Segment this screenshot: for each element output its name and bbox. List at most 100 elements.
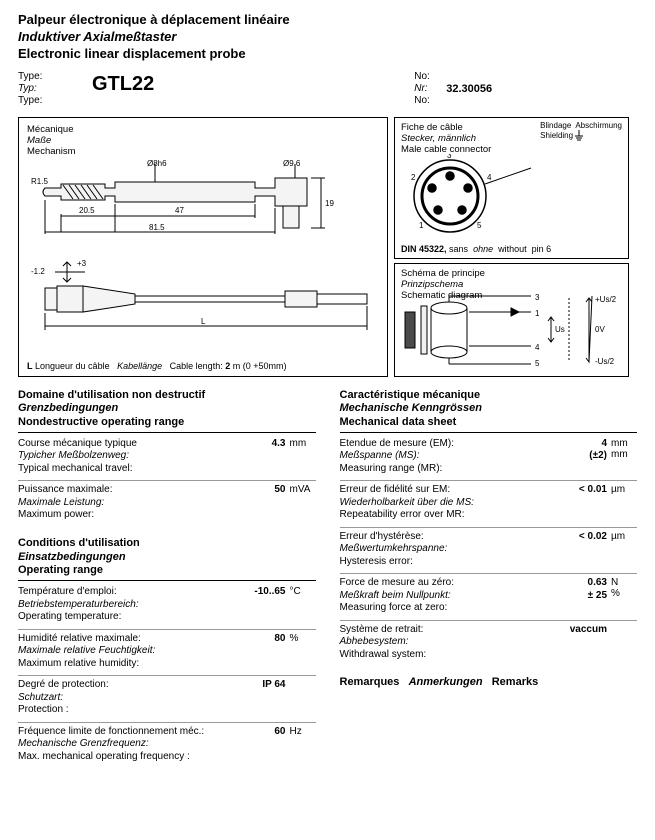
- spec-hyst: Erreur d'hystérèse: Meßwertumkehrspanne:…: [340, 527, 638, 574]
- pin-3: 3: [447, 154, 452, 160]
- specs-row: Domaine d'utilisation non destructif Gre…: [18, 389, 637, 769]
- cable-L: L: [27, 361, 33, 371]
- no-label-en: No:: [414, 95, 444, 107]
- mech-head-en: Mechanism: [27, 146, 379, 157]
- travel-en: Typical mechanical travel:: [18, 463, 242, 476]
- freq-unit: Hz: [286, 726, 316, 737]
- dim-h: 19: [325, 199, 334, 208]
- range-fr: Etendue de mesure (EM):: [340, 438, 590, 451]
- title-de: Induktiver Axialmeßtaster: [18, 29, 637, 46]
- ground-icon: [575, 130, 599, 142]
- shield-de: Abschirmung: [575, 121, 622, 130]
- dim-d2: Ø9.6: [283, 159, 301, 168]
- sec2-de: Einsatzbedingungen: [18, 551, 316, 565]
- shield-labels: Blindage Abschirmung Shielding: [540, 122, 622, 143]
- diagram-row: Mécanique Maße Mechanism: [18, 117, 637, 377]
- dim-b: 47: [175, 206, 184, 215]
- shield-en: Shielding: [540, 132, 573, 141]
- cable-val: 2: [225, 361, 230, 371]
- cable-en-pre: Cable length:: [170, 361, 223, 371]
- travel-unit: mm: [286, 438, 316, 449]
- prot-val: IP 64: [242, 679, 286, 690]
- remarks-de: Anmerkungen: [409, 676, 483, 688]
- mechanical-drawing-box: Mécanique Maße Mechanism: [18, 117, 388, 377]
- hyst-en: Hysteresis error:: [340, 556, 564, 569]
- spec-travel: Course mécanique typique Typicher Meßbol…: [18, 436, 316, 481]
- dim-c: 81.5: [149, 223, 165, 232]
- dim-L: L: [201, 317, 206, 326]
- hyst-de: Meßwertumkehrspanne:: [340, 543, 564, 556]
- humid-val: 80: [242, 633, 286, 644]
- humid-fr: Humidité relative maximale:: [18, 633, 242, 646]
- force-val2: ± 25: [588, 590, 607, 601]
- freq-fr: Fréquence limite de fonctionnement méc.:: [18, 726, 242, 739]
- din-fr: sans: [449, 244, 468, 254]
- sec2-en: Operating range: [18, 564, 316, 578]
- secR-de: Mechanische Kenngrössen: [340, 402, 638, 416]
- freq-en: Max. mechanical operating frequency :: [18, 751, 242, 764]
- travel-de: Typicher Meßbolzenweg:: [18, 450, 242, 463]
- temp-fr: Température d'emploi:: [18, 586, 242, 599]
- hyst-fr: Erreur d'hystérèse:: [340, 531, 564, 544]
- din-label: DIN 45322,: [401, 244, 447, 254]
- range-de: Meßspanne (MS):: [340, 450, 590, 463]
- mech-head-fr: Mécanique: [27, 124, 379, 135]
- power-fr: Puissance maximale:: [18, 484, 242, 497]
- hyst-val: < 0.02: [563, 531, 607, 542]
- range-unit2: mm: [611, 449, 637, 460]
- pin-1: 1: [419, 221, 424, 230]
- sec2-fr: Conditions d'utilisation: [18, 537, 316, 551]
- power-de: Maximale Leistung:: [18, 497, 242, 510]
- travel-val: 4.3: [242, 438, 286, 449]
- specs-left-column: Domaine d'utilisation non destructif Gre…: [18, 389, 316, 769]
- connector-svg: 3 4 5 1 2: [405, 154, 535, 244]
- sch-p5: 5: [535, 359, 540, 368]
- force-fr: Force de mesure au zéro:: [340, 577, 588, 590]
- spec-freq: Fréquence limite de fonctionnement méc.:…: [18, 722, 316, 769]
- dim-a: 20.5: [79, 206, 95, 215]
- dim-tol-lo: -1.2: [31, 267, 45, 276]
- freq-de: Mechanische Grenzfrequenz:: [18, 738, 242, 751]
- force-unit1: N: [611, 577, 637, 588]
- din-en: without: [498, 244, 527, 254]
- sec1-fr: Domaine d'utilisation non destructif: [18, 389, 316, 403]
- specs-right-column: Caractéristique mécanique Mechanische Ke…: [340, 389, 638, 769]
- repeat-fr: Erreur de fidélité sur EM:: [340, 484, 564, 497]
- spec-temp: Température d'emploi: Betriebstemperatur…: [18, 584, 316, 629]
- range-unit1: mm: [611, 438, 637, 449]
- dim-r: R1.5: [31, 177, 48, 186]
- power-en: Maximum power:: [18, 509, 242, 522]
- spec-power: Puissance maximale: Maximale Leistung: M…: [18, 480, 316, 527]
- type-value: GTL22: [92, 73, 154, 107]
- sec-mechdata: Caractéristique mécanique Mechanische Ke…: [340, 389, 638, 433]
- prot-fr: Degré de protection:: [18, 679, 242, 692]
- secR-fr: Caractéristique mécanique: [340, 389, 638, 403]
- range-en: Measuring range (MR):: [340, 463, 590, 476]
- pin-4: 4: [487, 173, 492, 182]
- force-unit2: %: [611, 588, 637, 599]
- remarks-en: Remarks: [492, 676, 538, 688]
- no-group: No: Nr: No: 32.30056: [414, 71, 492, 107]
- schematic-box: Schéma de principe Prinzipschema Schemat…: [394, 263, 629, 377]
- sch-p3: 3: [535, 293, 540, 302]
- sec1-en: Nondestructive operating range: [18, 416, 316, 430]
- header-title: Palpeur électronique à déplacement linéa…: [18, 12, 637, 63]
- spec-force: Force de mesure au zéro: Meßkraft beim N…: [340, 573, 638, 620]
- type-label-en: Type:: [18, 95, 88, 107]
- type-labels: Type: Typ: Type:: [18, 71, 88, 107]
- cable-de: Kabellänge: [117, 361, 162, 371]
- temp-val: -10..65: [242, 586, 286, 597]
- dim-tol-hi: +3: [77, 259, 87, 268]
- no-value: 32.30056: [446, 83, 492, 107]
- spec-range: Etendue de mesure (EM): Meßspanne (MS): …: [340, 436, 638, 481]
- no-label-fr: No:: [414, 71, 444, 83]
- no-labels: No: Nr: No:: [414, 71, 444, 107]
- connector-box: Fiche de câble Stecker, männlich Male ca…: [394, 117, 629, 259]
- sec-operating: Conditions d'utilisation Einsatzbedingun…: [18, 537, 316, 581]
- power-val: 50: [242, 484, 286, 495]
- sch-p1: 1: [535, 309, 540, 318]
- mechanical-drawing-svg: R1.5 Ø8h6 Ø9.6 20.5 47 81.5 19 -1.2 +3 L: [25, 158, 381, 358]
- sch-p4: 4: [535, 343, 540, 352]
- sch-uneg: -Us/2: [595, 357, 615, 366]
- dim-d1: Ø8h6: [147, 159, 167, 168]
